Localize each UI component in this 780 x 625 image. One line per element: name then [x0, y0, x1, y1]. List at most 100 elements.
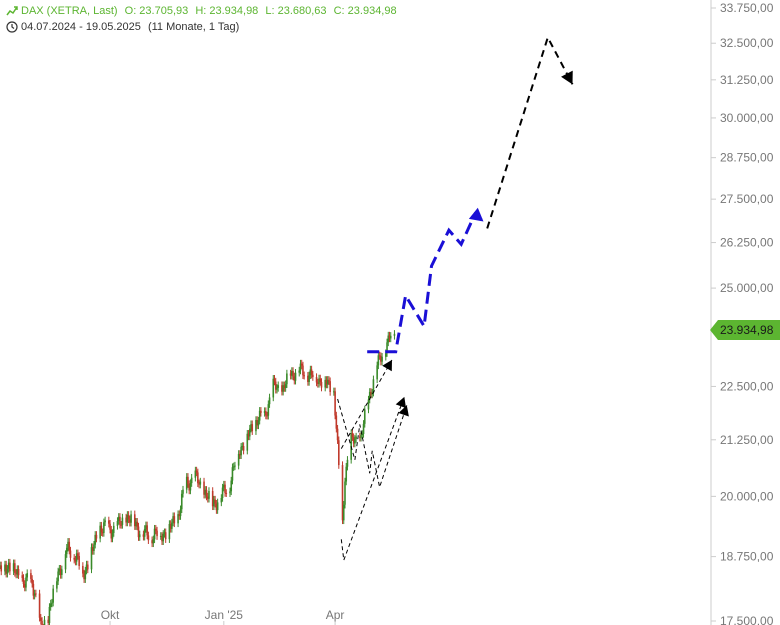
candle-body — [344, 481, 346, 505]
x-tick-label: Apr — [326, 608, 345, 622]
candle-body — [21, 575, 24, 578]
candle-body — [95, 534, 98, 539]
candle-body — [26, 573, 29, 578]
forecast-thin-path-a — [340, 396, 405, 561]
candle-body — [77, 553, 79, 557]
date-range: 04.07.2024 - 19.05.2025 — [21, 21, 141, 33]
candle-body — [129, 519, 131, 523]
candle-body — [362, 423, 365, 435]
candle-body — [68, 541, 71, 551]
forecast-black-arrowhead — [561, 70, 573, 85]
candle-body — [138, 534, 141, 538]
candle-body — [56, 581, 58, 589]
candle-body — [229, 491, 231, 494]
candle-body — [291, 370, 293, 376]
forecast-blue-path — [367, 212, 485, 354]
y-tick-label: 33.750,00 — [720, 1, 774, 15]
candle-body — [103, 522, 105, 533]
candle-body — [213, 499, 215, 507]
candle-body — [195, 470, 198, 473]
candle-body — [333, 391, 335, 393]
candle-body — [388, 335, 391, 339]
candle-body — [286, 373, 288, 385]
candle-body — [335, 415, 338, 429]
candle-body — [12, 563, 15, 572]
candle-body — [101, 532, 104, 534]
candle-body — [41, 620, 43, 625]
candle-body — [376, 365, 378, 380]
last-price-label: 23.934,98 — [720, 323, 774, 337]
candle-body — [146, 525, 148, 536]
candle-body — [33, 593, 36, 596]
candle-body — [9, 562, 11, 572]
candle-body — [78, 556, 80, 566]
candle-body — [83, 573, 85, 580]
candle-body — [378, 355, 381, 357]
candle-body — [164, 532, 167, 540]
y-tick-label: 21.250,00 — [720, 433, 774, 447]
candle-body — [248, 428, 251, 437]
candle-body — [182, 489, 184, 494]
candle-body — [5, 564, 7, 574]
candle-body — [117, 516, 120, 522]
high-value: H: 23.934,98 — [195, 5, 259, 17]
period-length: (11 Monate, 1 Tag) — [147, 21, 240, 33]
candle-body — [136, 521, 139, 527]
candle-body — [302, 365, 304, 376]
candle-body — [239, 453, 241, 456]
close-value: C: 23.934,98 — [333, 5, 397, 17]
y-tick-label: 17.500,00 — [720, 614, 774, 625]
candle-body — [293, 376, 296, 381]
candle-body — [257, 420, 260, 426]
candle-body — [49, 603, 52, 607]
candle-body — [22, 577, 25, 584]
candle-body — [178, 514, 181, 517]
candle-body — [153, 528, 156, 540]
candle-body — [126, 514, 129, 523]
trend-up-icon — [6, 6, 18, 16]
candle-body — [387, 335, 390, 343]
candle-body — [168, 523, 171, 540]
open-value: O: 23.705,93 — [124, 5, 189, 17]
candle-body — [384, 353, 387, 357]
candle-body — [161, 535, 163, 542]
candle-body — [360, 435, 362, 438]
candle-body — [225, 492, 228, 494]
candle-body — [315, 377, 318, 383]
candle-body — [303, 375, 305, 377]
candle-body — [73, 557, 75, 560]
candle-body — [172, 516, 174, 523]
candle-body — [345, 466, 348, 482]
candle-body — [112, 525, 115, 534]
candle-body — [108, 520, 110, 524]
candle-body — [59, 568, 62, 575]
candle-body — [91, 547, 94, 551]
forecast-thin-arrowhead-b — [398, 405, 409, 417]
candle-body — [90, 547, 93, 570]
low-value: L: 23.680,63 — [265, 5, 327, 17]
candle-body — [152, 539, 155, 544]
forecast-black-path — [486, 34, 574, 229]
candle-body — [294, 372, 297, 381]
candle-body — [52, 588, 54, 603]
candle-body — [120, 524, 122, 526]
last-price-tag: 23.934,98 — [710, 320, 780, 340]
y-tick-label: 31.250,00 — [720, 73, 774, 87]
candle-body — [94, 534, 97, 545]
candle-body — [308, 375, 310, 382]
candle-body — [199, 481, 202, 485]
candle-body — [223, 484, 225, 488]
candle-body — [325, 379, 328, 385]
candle-body — [381, 356, 383, 362]
candle-body — [35, 593, 37, 595]
y-tick-label: 28.750,00 — [720, 151, 774, 165]
candle-body — [367, 399, 370, 410]
candle-body — [359, 436, 361, 438]
candle-body — [100, 525, 103, 533]
candle-body — [334, 391, 336, 416]
y-tick-label: 30.000,00 — [720, 111, 774, 125]
forecast-thin-arrowhead-a — [395, 396, 407, 409]
candle-body — [268, 397, 271, 405]
forecast-thin-path-c — [340, 359, 393, 449]
